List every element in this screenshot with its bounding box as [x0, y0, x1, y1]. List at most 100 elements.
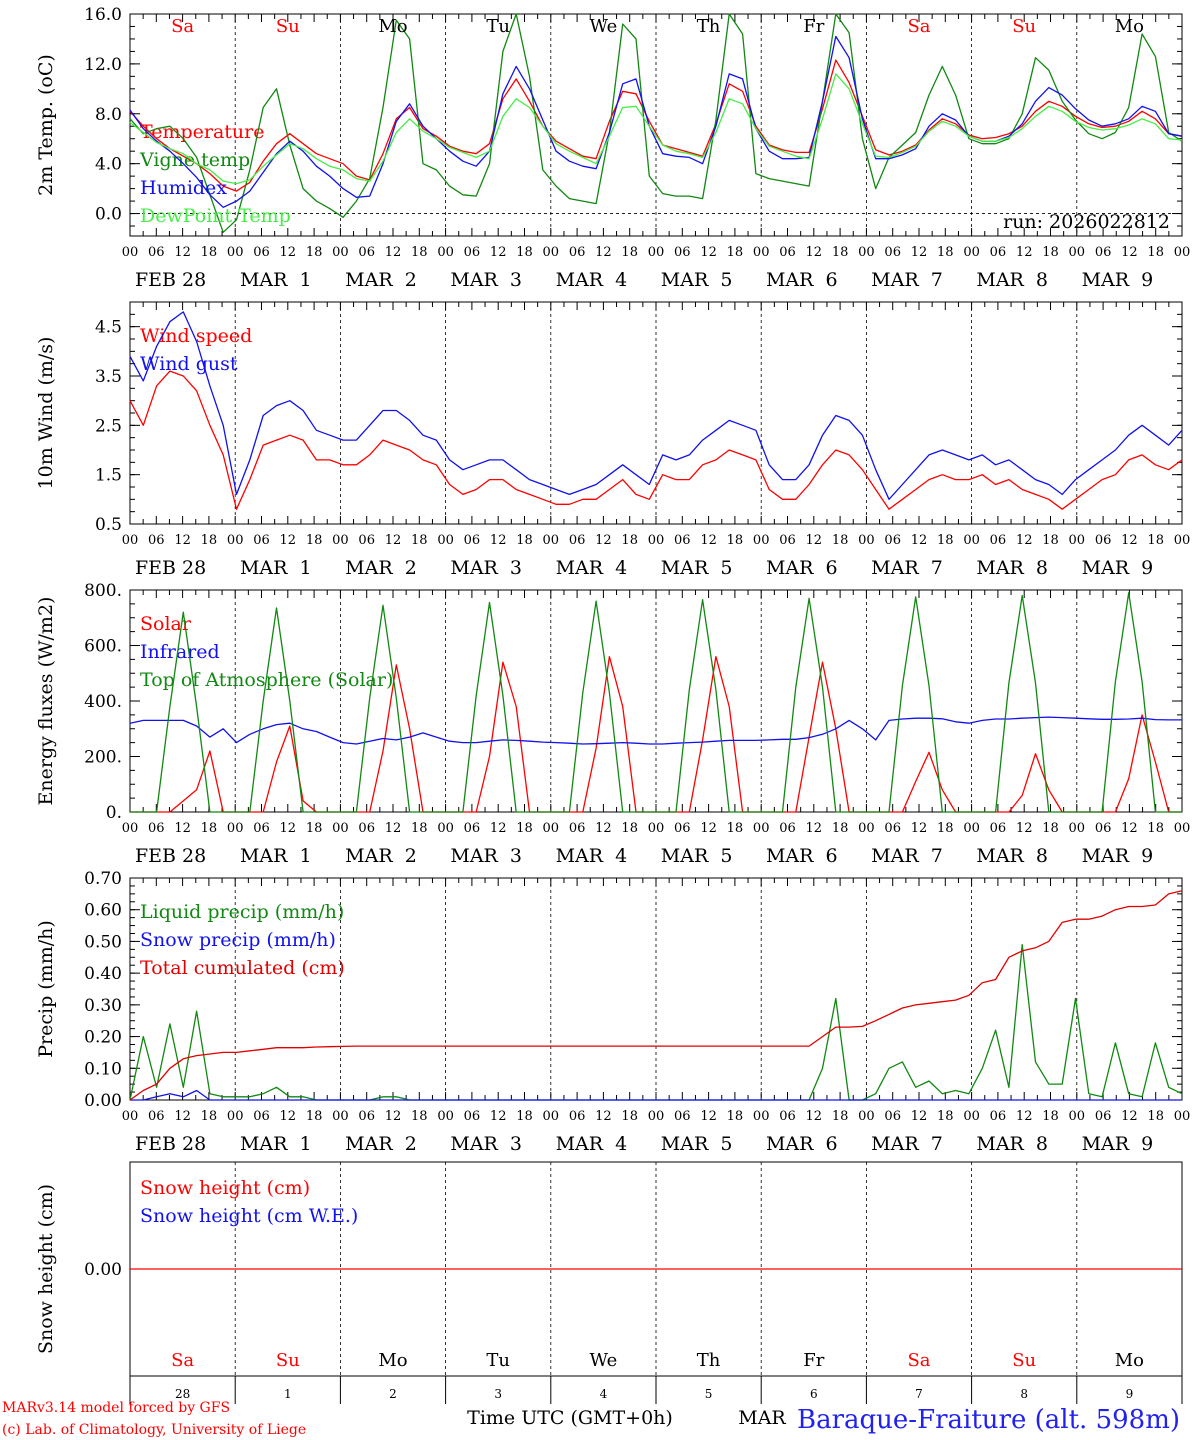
precip-hour-label: 18 — [306, 1109, 323, 1124]
precip-ytick-label: 0.50 — [84, 932, 122, 952]
temperature-date-label: MAR 8 — [976, 269, 1048, 291]
month-label: MAR — [738, 1407, 786, 1429]
temperature-series-0-line — [129, 59, 1183, 192]
weekday-label-top: Tu — [486, 16, 510, 37]
energy-hour-label: 00 — [858, 821, 875, 836]
wind-date-label: MAR 6 — [766, 557, 838, 579]
precip-ytick-label: 0.40 — [84, 964, 122, 984]
temperature-ytick-label: 0.0 — [95, 205, 122, 225]
temperature-hour-label: 12 — [490, 245, 507, 260]
precip-hour-label: 06 — [779, 1109, 796, 1124]
lab-credit: (c) Lab. of Climatology, University of L… — [2, 1422, 306, 1438]
energy-panel: 800. 600. 400. 200. 0. Energy fluxes (W/m2) So… — [35, 581, 1190, 867]
wind-hour-label: 06 — [990, 533, 1007, 548]
weekday-label-bottom: We — [590, 1350, 618, 1371]
energy-hour-label: 00 — [122, 821, 139, 836]
wind-hour-label: 18 — [516, 533, 533, 548]
precip-hour-label: 12 — [1016, 1109, 1033, 1124]
wind-hour-label: 18 — [411, 533, 428, 548]
wind-legend-1: Wind gust — [140, 353, 238, 375]
day-number-label: 1 — [284, 1387, 292, 1401]
energy-hour-label: 12 — [595, 821, 612, 836]
temperature-hour-label: 18 — [937, 245, 954, 260]
snow-ytick-label: 0.00 — [84, 1260, 122, 1280]
day-number-label: 28 — [175, 1387, 190, 1401]
wind-ytick-label: 0.5 — [95, 515, 122, 535]
day-number-label: 5 — [705, 1387, 713, 1401]
temperature-hour-label: 12 — [1016, 245, 1033, 260]
energy-ytick-label: 0. — [106, 803, 122, 823]
wind-hour-label: 06 — [464, 533, 481, 548]
snow-legend-1: Snow height (cm W.E.) — [140, 1205, 358, 1227]
temperature-hour-label: 18 — [1042, 245, 1059, 260]
precip-series-1-line — [130, 1089, 1182, 1101]
wind-hour-label: 12 — [385, 533, 402, 548]
precip-hour-label: 12 — [595, 1109, 612, 1124]
precip-hour-label: 06 — [1095, 1109, 1112, 1124]
wind-hour-label: 18 — [727, 533, 744, 548]
wind-ytick-label: 1.5 — [95, 466, 122, 486]
energy-hour-label: 06 — [674, 821, 691, 836]
energy-series-2-line — [130, 592, 1182, 813]
precip-date-label: FEB 28 — [135, 1133, 206, 1155]
energy-hour-label: 12 — [911, 821, 928, 836]
wind-legend-0: Wind speed — [140, 325, 252, 347]
energy-hour-label: 12 — [700, 821, 717, 836]
energy-hour-label: 18 — [832, 821, 849, 836]
snow-ylabel: Snow height (cm) — [35, 1184, 57, 1354]
precip-hour-label: 06 — [253, 1109, 270, 1124]
temperature-date-label: MAR 4 — [556, 269, 628, 291]
temperature-hour-label: 00 — [1069, 245, 1086, 260]
wind-date-label: MAR 9 — [1082, 557, 1154, 579]
temperature-hour-label: 18 — [306, 245, 323, 260]
weekday-label-bottom: Sa — [171, 1350, 194, 1371]
wind-hour-label: 06 — [779, 533, 796, 548]
energy-hour-label: 18 — [621, 821, 638, 836]
snow-legend-0: Snow height (cm) — [140, 1177, 310, 1199]
precip-hour-label: 00 — [963, 1109, 980, 1124]
precip-date-label: MAR 9 — [1082, 1133, 1154, 1155]
energy-legend-2: Top of Atmosphere (Solar) — [140, 669, 393, 691]
weekday-label-top: Th — [697, 16, 721, 37]
wind-hour-label: 00 — [437, 533, 454, 548]
temperature-date-label: MAR 6 — [766, 269, 838, 291]
energy-ylabel: Energy fluxes (W/m2) — [35, 597, 57, 806]
wind-hour-label: 00 — [227, 533, 244, 548]
precip-hour-label: 12 — [490, 1109, 507, 1124]
temperature-hour-label: 00 — [437, 245, 454, 260]
wind-hour-label: 12 — [280, 533, 297, 548]
temperature-date-label: FEB 28 — [135, 269, 206, 291]
energy-hour-label: 00 — [963, 821, 980, 836]
precip-hour-label: 12 — [700, 1109, 717, 1124]
wind-date-label: MAR 2 — [345, 557, 417, 579]
energy-hour-label: 06 — [253, 821, 270, 836]
temperature-hour-label: 12 — [806, 245, 823, 260]
precip-date-label: MAR 5 — [661, 1133, 733, 1155]
precip-hour-label: 18 — [411, 1109, 428, 1124]
wind-date-label: MAR 4 — [556, 557, 628, 579]
precip-hour-label: 00 — [648, 1109, 665, 1124]
precip-hour-label: 06 — [674, 1109, 691, 1124]
energy-hour-label: 12 — [280, 821, 297, 836]
precip-hour-label: 00 — [227, 1109, 244, 1124]
temperature-hour-label: 00 — [753, 245, 770, 260]
temperature-hour-label: 18 — [411, 245, 428, 260]
weekday-label-top: Su — [1012, 16, 1036, 37]
temperature-hour-label: 12 — [595, 245, 612, 260]
temperature-hour-label: 00 — [122, 245, 139, 260]
energy-date-label: MAR 5 — [661, 845, 733, 867]
precip-hour-label: 18 — [832, 1109, 849, 1124]
energy-ytick-label: 200. — [84, 748, 122, 768]
precip-hour-label: 06 — [358, 1109, 375, 1124]
precip-date-label: MAR 2 — [345, 1133, 417, 1155]
temperature-hour-label-end: 00 — [1174, 245, 1191, 260]
precip-date-label: MAR 8 — [976, 1133, 1048, 1155]
wind-hour-label: 00 — [963, 533, 980, 548]
temperature-legend-2: Humidex — [140, 177, 227, 199]
energy-date-label: MAR 1 — [240, 845, 312, 867]
energy-date-label: MAR 8 — [976, 845, 1048, 867]
weekday-label-bottom: Sa — [907, 1350, 930, 1371]
weekday-label-top: Fr — [803, 16, 824, 37]
energy-hour-label: 06 — [464, 821, 481, 836]
precip-hour-label: 12 — [806, 1109, 823, 1124]
